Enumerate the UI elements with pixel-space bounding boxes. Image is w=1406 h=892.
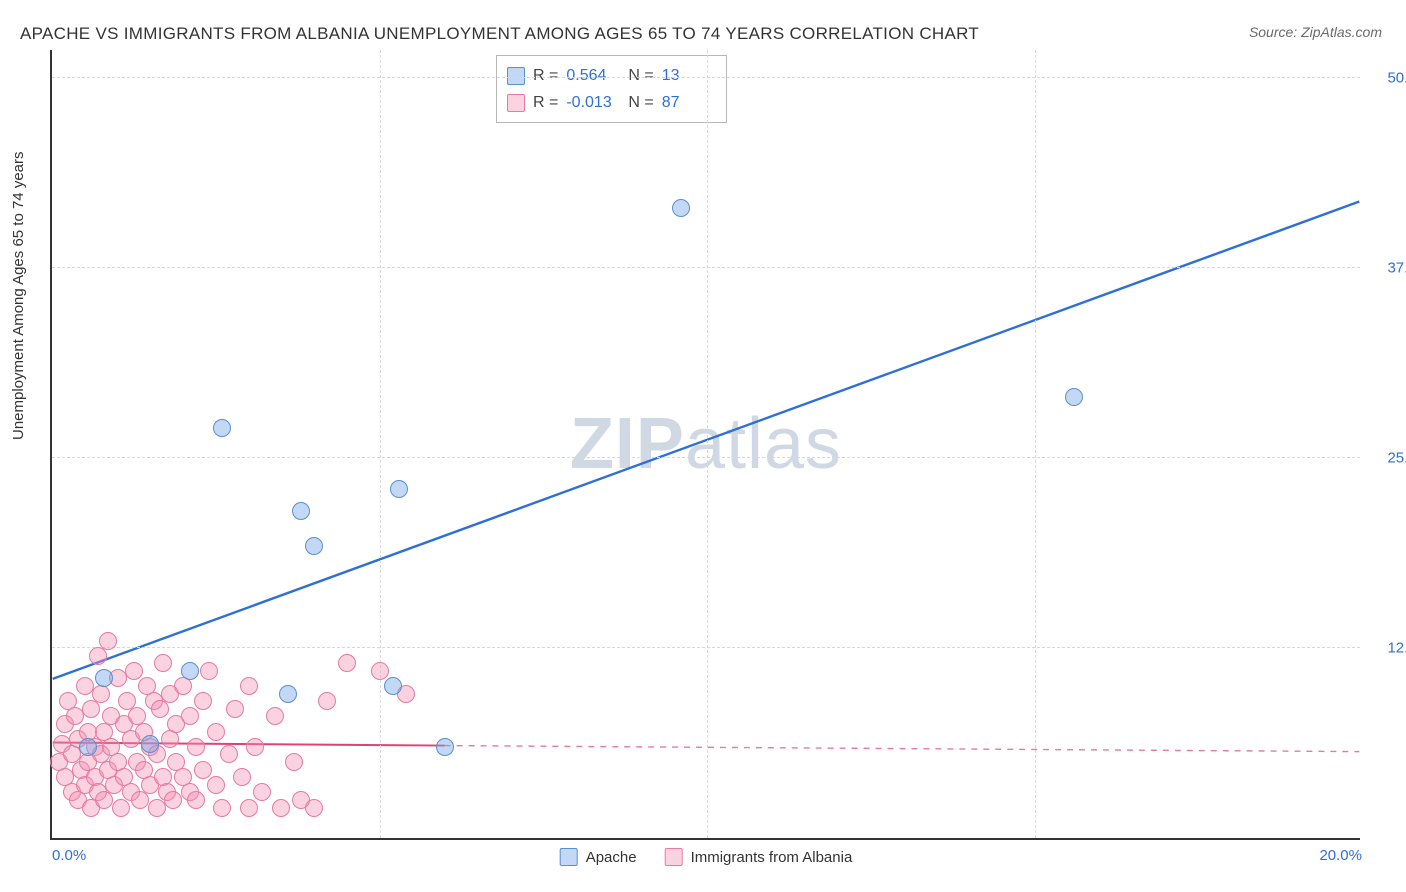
data-point [148, 799, 166, 817]
chart-title: APACHE VS IMMIGRANTS FROM ALBANIA UNEMPL… [20, 24, 979, 44]
data-point [672, 199, 690, 217]
data-point [207, 776, 225, 794]
watermark: ZIPatlas [570, 403, 842, 485]
data-point [66, 707, 84, 725]
gridline-h [52, 267, 1360, 268]
data-point [151, 700, 169, 718]
watermark-bold: ZIP [570, 404, 685, 484]
data-point [266, 707, 284, 725]
data-point [181, 662, 199, 680]
data-point [305, 537, 323, 555]
r-value-pink: -0.013 [566, 89, 620, 116]
r-label: R = [533, 62, 558, 89]
data-point [125, 662, 143, 680]
data-point [292, 502, 310, 520]
data-point [338, 654, 356, 672]
data-point [272, 799, 290, 817]
legend-label-pink: Immigrants from Albania [691, 849, 853, 866]
data-point [76, 677, 94, 695]
data-point [187, 791, 205, 809]
data-point [194, 692, 212, 710]
data-point [200, 662, 218, 680]
data-point [187, 738, 205, 756]
correlation-stats-box: R = 0.564 N = 13 R = -0.013 N = 87 [496, 55, 727, 123]
data-point [95, 791, 113, 809]
data-point [213, 799, 231, 817]
stats-row-pink: R = -0.013 N = 87 [507, 89, 716, 116]
data-point [92, 685, 110, 703]
stats-row-blue: R = 0.564 N = 13 [507, 62, 716, 89]
data-point [233, 768, 251, 786]
data-point [279, 685, 297, 703]
data-point [131, 791, 149, 809]
r-value-blue: 0.564 [566, 62, 620, 89]
data-point [154, 654, 172, 672]
data-point [181, 707, 199, 725]
data-point [253, 783, 271, 801]
data-point [220, 745, 238, 763]
n-label: N = [628, 62, 653, 89]
data-point [164, 791, 182, 809]
swatch-blue-icon [507, 67, 525, 85]
swatch-blue-icon [560, 848, 578, 866]
scatter-plot-area: ZIPatlas R = 0.564 N = 13 R = -0.013 N =… [50, 50, 1360, 840]
gridline-v [1035, 50, 1036, 838]
data-point [318, 692, 336, 710]
n-label: N = [628, 89, 653, 116]
source-attribution: Source: ZipAtlas.com [1249, 24, 1382, 40]
data-point [285, 753, 303, 771]
data-point [240, 677, 258, 695]
trend-line [445, 746, 1360, 752]
gridline-h [52, 77, 1360, 78]
data-point [240, 799, 258, 817]
data-point [390, 480, 408, 498]
data-point [99, 632, 117, 650]
swatch-pink-icon [665, 848, 683, 866]
data-point [89, 647, 107, 665]
legend-item-blue: Apache [560, 848, 637, 866]
data-point [226, 700, 244, 718]
legend-label-blue: Apache [586, 849, 637, 866]
data-point [82, 700, 100, 718]
y-tick-label: 50.0% [1370, 70, 1406, 87]
data-point [436, 738, 454, 756]
gridline-v [707, 50, 708, 838]
gridline-h [52, 457, 1360, 458]
data-point [305, 799, 323, 817]
data-point [1065, 388, 1083, 406]
data-point [213, 419, 231, 437]
swatch-pink-icon [507, 94, 525, 112]
trend-line [53, 202, 1360, 679]
y-tick-label: 12.5% [1370, 640, 1406, 657]
y-tick-label: 37.5% [1370, 260, 1406, 277]
data-point [141, 735, 159, 753]
r-label: R = [533, 89, 558, 116]
legend: Apache Immigrants from Albania [560, 848, 853, 866]
data-point [207, 723, 225, 741]
data-point [112, 799, 130, 817]
x-tick-label: 20.0% [1319, 847, 1362, 864]
watermark-light: atlas [685, 404, 842, 484]
gridline-h [52, 647, 1360, 648]
data-point [95, 669, 113, 687]
trend-lines [52, 50, 1360, 838]
data-point [371, 662, 389, 680]
data-point [246, 738, 264, 756]
data-point [384, 677, 402, 695]
gridline-v [380, 50, 381, 838]
x-tick-label: 0.0% [52, 847, 86, 864]
y-tick-label: 25.0% [1370, 450, 1406, 467]
data-point [194, 761, 212, 779]
legend-item-pink: Immigrants from Albania [665, 848, 853, 866]
y-axis-label: Unemployment Among Ages 65 to 74 years [10, 151, 27, 440]
data-point [79, 738, 97, 756]
